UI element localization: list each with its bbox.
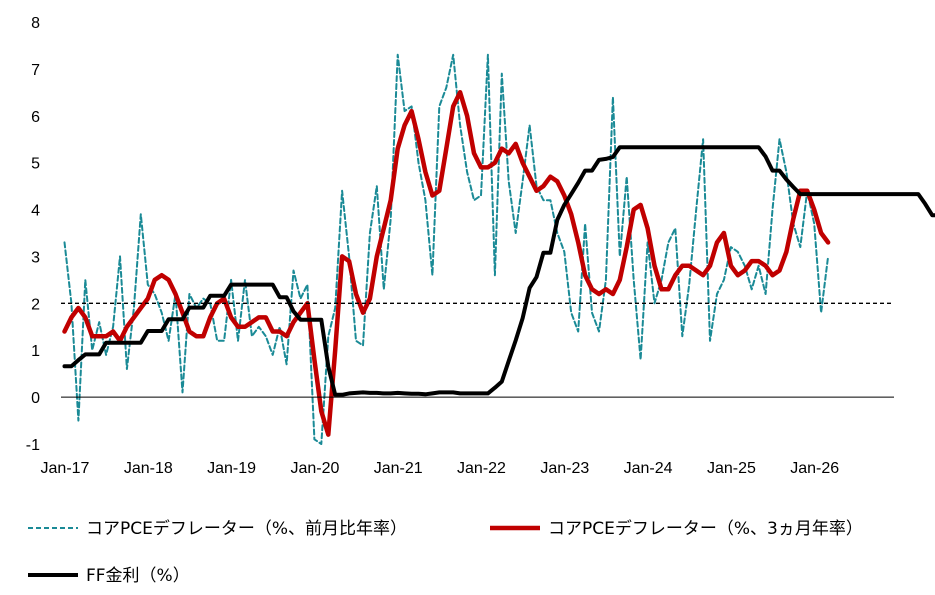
axes: -1 0 1 2 3 4 5 6 7 8 Jan-17 Jan-18 Jan-19 Jan-20 Jan-2… [26,15,894,477]
x-tick-label: Jan-23 [540,460,589,477]
series-line-2 [62,90,831,437]
y-tick-label: 6 [31,109,40,126]
y-tick-label: 2 [31,296,40,313]
y-tick-label: 0 [31,390,40,407]
legend-item-2: コアPCEデフレーター（%、3ヵ月年率） [490,518,863,539]
y-tick-label: 7 [31,62,40,79]
x-tick-label: Jan-25 [707,460,756,477]
y-tick-label: 5 [31,156,40,173]
series-line-1 [63,53,830,445]
x-tick-label: Jan-21 [374,460,423,477]
series-line-3 [62,145,935,397]
y-tick-label: -1 [26,437,40,454]
legend-label: コアPCEデフレーター（%、3ヵ月年率） [548,518,863,539]
legend-item-3: FF金利（%） [28,566,190,586]
legend: コアPCEデフレーター（%、前月比年率） コアPCEデフレーター（%、3ヵ月年率）… [28,518,863,586]
x-tick-label: Jan-19 [207,460,256,477]
y-tick-label: 1 [31,343,40,360]
legend-item-1: コアPCEデフレーター（%、前月比年率） [28,518,407,539]
y-tick-label: 3 [31,249,40,266]
x-tick-label: Jan-22 [457,460,506,477]
plot-area [62,53,935,445]
y-tick-label: 8 [31,15,40,32]
x-tick-label: Jan-26 [790,460,839,477]
legend-label: コアPCEデフレーター（%、前月比年率） [86,518,407,539]
x-tick-label: Jan-20 [290,460,339,477]
x-tick-label: Jan-18 [124,460,173,477]
x-tick-label: Jan-24 [624,460,673,477]
legend-label: FF金利（%） [86,566,190,586]
y-tick-label: 4 [31,203,40,220]
x-tick-label: Jan-17 [41,460,90,477]
